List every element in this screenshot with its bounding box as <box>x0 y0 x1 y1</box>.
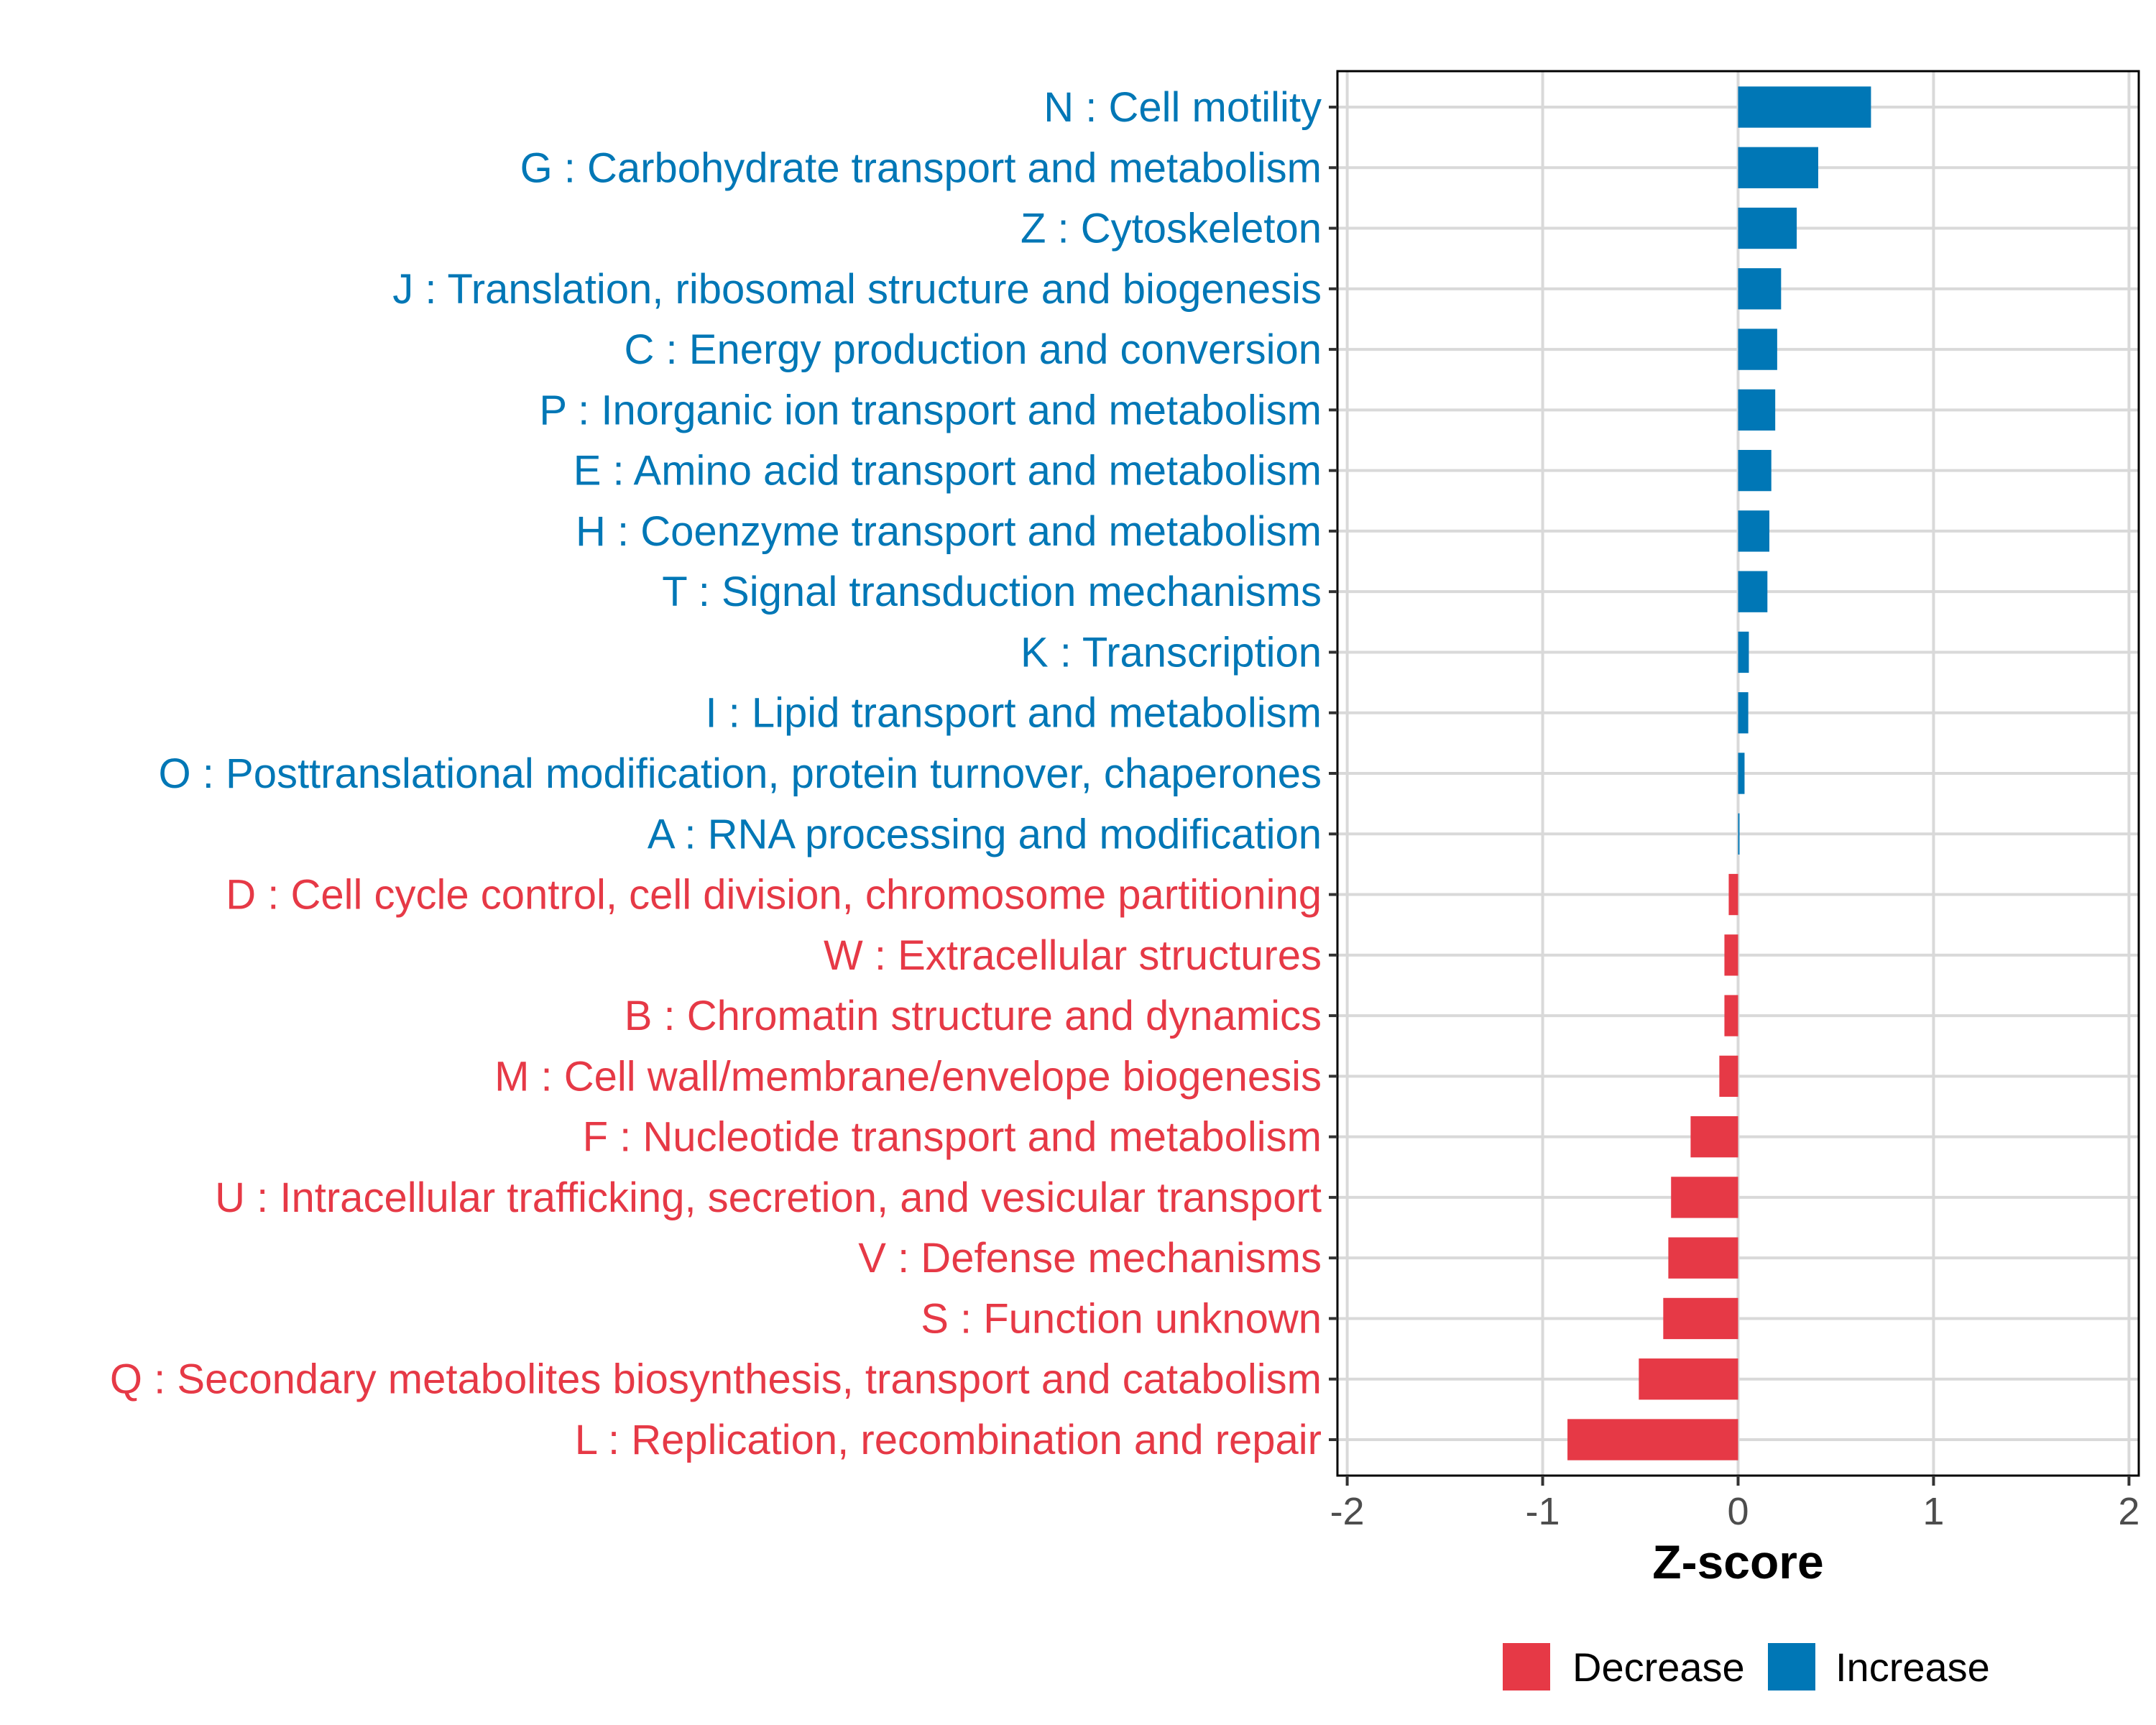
bar-10 <box>1738 692 1749 734</box>
legend-label-increase: Increase <box>1835 1644 1990 1690</box>
x-tick-label: 2 <box>2118 1490 2139 1533</box>
category-label: S : Function unknown <box>921 1295 1322 1342</box>
bar-21 <box>1639 1358 1738 1400</box>
category-label: D : Cell cycle control, cell division, c… <box>226 872 1322 919</box>
category-label: L : Replication, recombination and repai… <box>575 1417 1322 1463</box>
bar-3 <box>1738 268 1782 310</box>
category-label: Z : Cytoskeleton <box>1021 206 1322 252</box>
bar-14 <box>1724 934 1738 976</box>
bar-0 <box>1738 86 1871 128</box>
bar-22 <box>1567 1419 1738 1460</box>
category-label: M : Cell wall/membrane/envelope biogenes… <box>494 1053 1322 1100</box>
category-label: U : Intracellular trafficking, secretion… <box>215 1174 1322 1221</box>
bar-17 <box>1690 1116 1738 1158</box>
category-label: E : Amino acid transport and metabolism <box>573 448 1322 494</box>
bar-2 <box>1738 207 1797 249</box>
bar-8 <box>1738 571 1768 612</box>
category-label: V : Defense mechanisms <box>858 1235 1322 1282</box>
x-tick-label: 1 <box>1922 1490 1944 1533</box>
category-label: K : Transcription <box>1021 629 1322 676</box>
x-tick-label: -1 <box>1526 1490 1560 1533</box>
bar-7 <box>1738 510 1770 552</box>
category-label: C : Energy production and conversion <box>625 326 1322 373</box>
category-label: T : Signal transduction mechanisms <box>662 569 1322 615</box>
legend-label-decrease: Decrease <box>1572 1644 1745 1690</box>
bar-9 <box>1738 631 1749 673</box>
category-label: I : Lipid transport and metabolism <box>705 690 1322 737</box>
y-axis-labels: N : Cell motility G : Carbohydrate transp… <box>110 84 1322 1463</box>
category-label: A : RNA processing and modification <box>648 811 1322 857</box>
bar-11 <box>1738 753 1745 794</box>
legend-swatch-decrease <box>1503 1643 1550 1690</box>
x-tick-label: -2 <box>1330 1490 1365 1533</box>
x-tick-label: 0 <box>1727 1490 1749 1533</box>
bars <box>1567 86 1871 1460</box>
bar-18 <box>1671 1177 1738 1218</box>
bar-15 <box>1724 995 1738 1036</box>
bar-16 <box>1719 1055 1738 1098</box>
x-axis-title: Z-score <box>1652 1535 1823 1588</box>
category-label: H : Coenzyme transport and metabolism <box>576 508 1322 555</box>
bar-5 <box>1738 389 1776 431</box>
bar-19 <box>1668 1237 1738 1279</box>
category-label: B : Chromatin structure and dynamics <box>625 993 1322 1039</box>
category-label: W : Extracellular structures <box>824 932 1322 979</box>
x-axis-ticks <box>1345 1476 2131 1486</box>
category-label: J : Translation, ribosomal structure and… <box>392 266 1322 313</box>
bar-13 <box>1728 873 1738 916</box>
legend: Decrease Increase <box>1503 1643 1990 1690</box>
bar-12 <box>1738 813 1740 855</box>
category-label: O : Posttranslational modification, prot… <box>159 750 1322 797</box>
bar-4 <box>1738 328 1777 370</box>
category-label: F : Nucleotide transport and metabolism <box>583 1114 1322 1161</box>
x-axis-labels: -2 -1 0 1 2 <box>1330 1490 2140 1533</box>
bar-1 <box>1738 147 1818 188</box>
y-axis-ticks <box>1329 106 1337 1441</box>
category-label: P : Inorganic ion transport and metaboli… <box>539 387 1322 433</box>
legend-swatch-increase <box>1768 1643 1815 1690</box>
category-label: G : Carbohydrate transport and metabolis… <box>520 144 1322 191</box>
category-label: Q : Secondary metabolites biosynthesis, … <box>110 1356 1322 1403</box>
bar-20 <box>1663 1297 1738 1340</box>
category-label: N : Cell motility <box>1044 84 1322 131</box>
bar-6 <box>1738 449 1772 492</box>
